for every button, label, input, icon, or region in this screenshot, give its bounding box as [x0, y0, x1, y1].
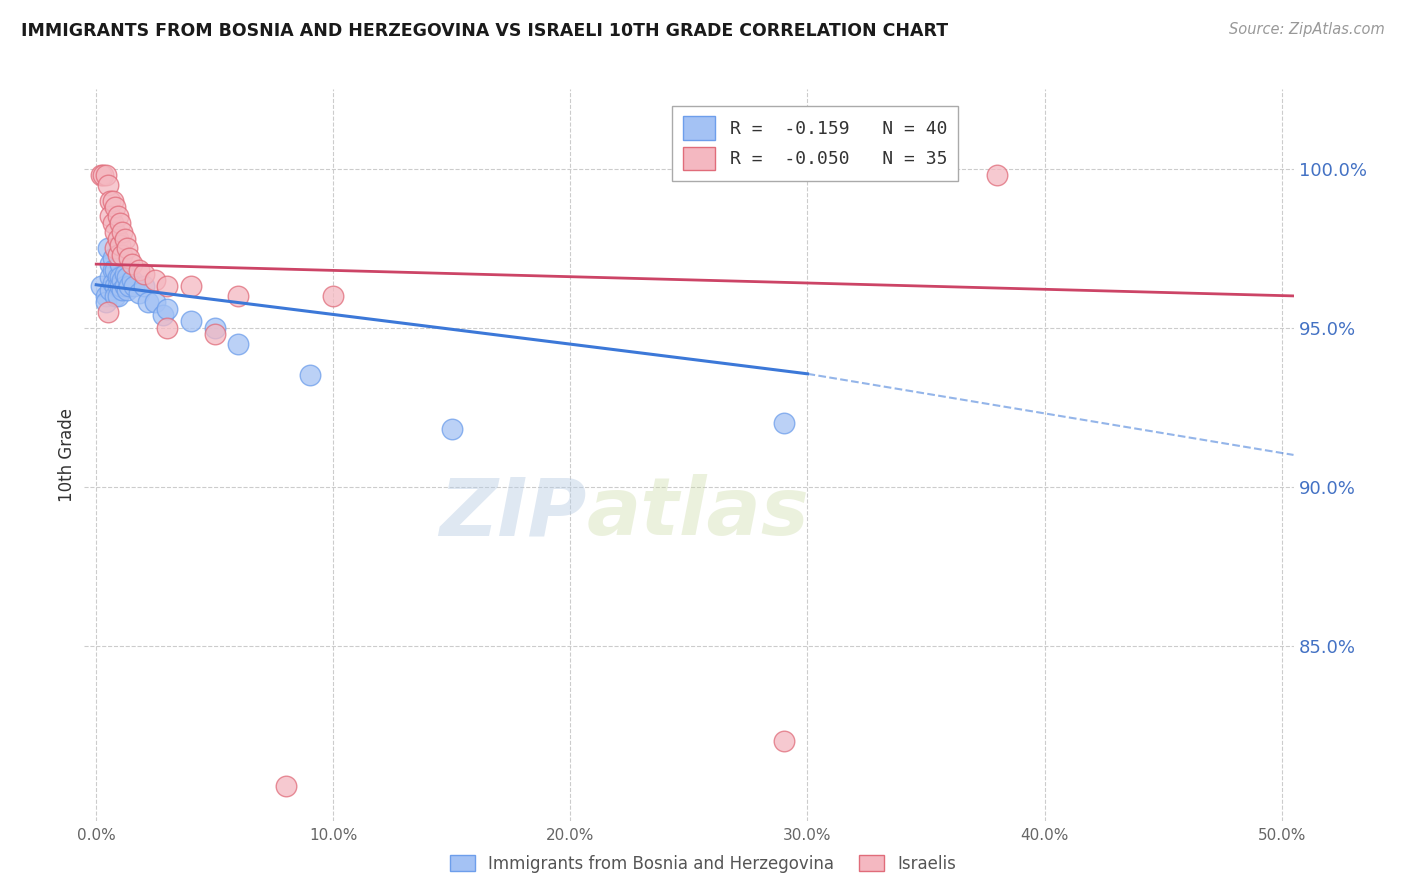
Point [94, 289, 117, 303]
Point [90, 279, 112, 293]
Point [772, 734, 794, 748]
Point [156, 279, 179, 293]
Point [115, 283, 138, 297]
Point [118, 251, 141, 265]
Point [322, 289, 344, 303]
Legend: R =  -0.159   N = 40, R =  -0.050   N = 35: R = -0.159 N = 40, R = -0.050 N = 35 [672, 105, 957, 181]
Point [108, 216, 131, 230]
Point [180, 279, 202, 293]
Point [94, 168, 117, 182]
Point [115, 241, 138, 255]
Point [145, 295, 167, 310]
Point [204, 320, 226, 334]
Point [114, 232, 136, 246]
Point [128, 285, 150, 300]
Point [107, 269, 129, 284]
Point [180, 314, 202, 328]
Point [156, 301, 179, 316]
Point [100, 210, 122, 224]
Point [94, 295, 117, 310]
Point [108, 279, 131, 293]
Point [100, 283, 122, 297]
Point [107, 279, 129, 293]
Legend: Immigrants from Bosnia and Herzegovina, Israelis: Immigrants from Bosnia and Herzegovina, … [443, 848, 963, 880]
Point [100, 257, 122, 271]
Point [100, 194, 122, 208]
Point [111, 225, 134, 239]
Point [138, 295, 160, 310]
Point [107, 247, 129, 261]
Point [101, 194, 124, 208]
Point [772, 416, 794, 430]
Point [101, 276, 124, 290]
Point [104, 289, 127, 303]
Point [121, 257, 143, 271]
Point [111, 247, 134, 261]
Point [128, 263, 150, 277]
Text: ZIP: ZIP [439, 475, 586, 552]
Point [145, 273, 167, 287]
Point [107, 232, 129, 246]
Point [152, 308, 174, 322]
Point [104, 241, 127, 255]
Point [108, 238, 131, 252]
Point [115, 269, 138, 284]
Text: IMMIGRANTS FROM BOSNIA AND HERZEGOVINA VS ISRAELI 10TH GRADE CORRELATION CHART: IMMIGRANTS FROM BOSNIA AND HERZEGOVINA V… [21, 22, 948, 40]
Point [104, 279, 127, 293]
Point [121, 273, 143, 287]
Point [97, 305, 120, 319]
Point [440, 422, 463, 436]
Point [107, 210, 129, 224]
Point [97, 241, 120, 255]
Point [108, 269, 131, 284]
Point [91, 168, 114, 182]
Point [104, 263, 127, 277]
Point [114, 267, 136, 281]
Point [100, 269, 122, 284]
Point [101, 263, 124, 277]
Point [107, 289, 129, 303]
Point [111, 283, 134, 297]
Point [298, 368, 321, 383]
Point [114, 279, 136, 293]
Point [132, 279, 155, 293]
Point [986, 168, 1008, 182]
Text: Source: ZipAtlas.com: Source: ZipAtlas.com [1229, 22, 1385, 37]
Point [156, 320, 179, 334]
Point [104, 225, 127, 239]
Point [132, 267, 155, 281]
Point [122, 279, 145, 293]
Point [108, 257, 131, 271]
Text: atlas: atlas [586, 475, 808, 552]
Point [228, 289, 250, 303]
Point [101, 216, 124, 230]
Point [97, 178, 120, 192]
Point [228, 336, 250, 351]
Point [104, 200, 127, 214]
Y-axis label: 10th Grade: 10th Grade [58, 408, 76, 502]
Point [101, 251, 124, 265]
Point [90, 168, 112, 182]
Point [274, 779, 297, 793]
Point [111, 273, 134, 287]
Point [118, 279, 141, 293]
Point [204, 327, 226, 342]
